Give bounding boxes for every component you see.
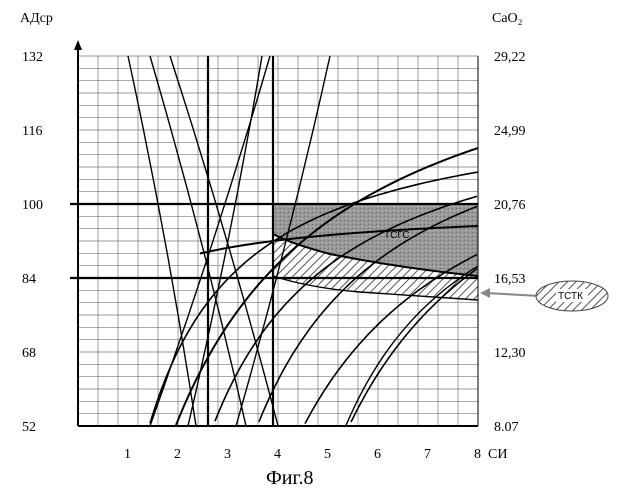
reference-lines [70, 56, 478, 426]
curve [304, 253, 478, 424]
callout-arrow-head-icon [480, 288, 490, 298]
axes [74, 40, 479, 427]
curve [169, 55, 279, 427]
x-tick-labels: 1 2 3 4 5 6 7 8 [124, 447, 481, 462]
x-tick-label: 4 [274, 447, 281, 462]
y-left-title: АДср [20, 11, 53, 26]
left-tick-label: 116 [22, 124, 42, 139]
zone-lower-label: ТСТК [558, 291, 583, 302]
curve-family [127, 55, 479, 427]
curve [199, 225, 479, 255]
curve [214, 195, 478, 422]
curve [127, 55, 197, 427]
zone-lower-callout: ТСТК [480, 280, 609, 312]
right-tick-label: 20,76 [494, 198, 526, 213]
x-axis-unit: СИ [488, 447, 507, 462]
curve [345, 265, 479, 426]
curve-boundary [272, 275, 479, 301]
y-right-title: CaO₂ [492, 11, 523, 26]
left-tick-labels: 132 116 100 84 68 52 [22, 50, 43, 435]
x-tick-label: 6 [374, 447, 381, 462]
callout-label-bg [556, 289, 588, 302]
right-tick-label: 24,99 [494, 124, 526, 139]
right-tick-label: 16,53 [494, 272, 526, 287]
x-tick-label: 1 [124, 447, 131, 462]
x-tick-label: 5 [324, 447, 331, 462]
zone-upper-shaded [273, 204, 478, 276]
x-tick-label: 2 [174, 447, 181, 462]
x-tick-label: 8 [474, 447, 481, 462]
curve [149, 55, 271, 427]
curve-boundary [272, 233, 479, 277]
right-tick-label: 12,30 [494, 346, 526, 361]
left-tick-label: 68 [22, 346, 36, 361]
curve [149, 55, 247, 427]
right-tick-label: 8.07 [494, 420, 519, 435]
left-tick-label: 132 [22, 50, 43, 65]
y-axis-arrow-icon [74, 40, 82, 50]
curve [350, 268, 478, 423]
left-tick-label: 52 [22, 420, 36, 435]
left-tick-label: 100 [22, 198, 43, 213]
curve [175, 147, 479, 426]
x-tick-label: 7 [424, 447, 431, 462]
right-tick-labels: 29,22 24,99 20,76 16,53 12,30 8.07 [494, 50, 526, 435]
curve [258, 205, 478, 423]
zone-upper-label: ТСГС [384, 230, 410, 241]
curve [187, 55, 263, 427]
figure-caption: Фиг.8 [266, 467, 313, 489]
left-tick-label: 84 [22, 272, 36, 287]
right-tick-label: 29,22 [494, 50, 526, 65]
x-tick-label: 3 [224, 447, 231, 462]
curve [149, 171, 479, 424]
callout-arrow-line [485, 292, 541, 297]
